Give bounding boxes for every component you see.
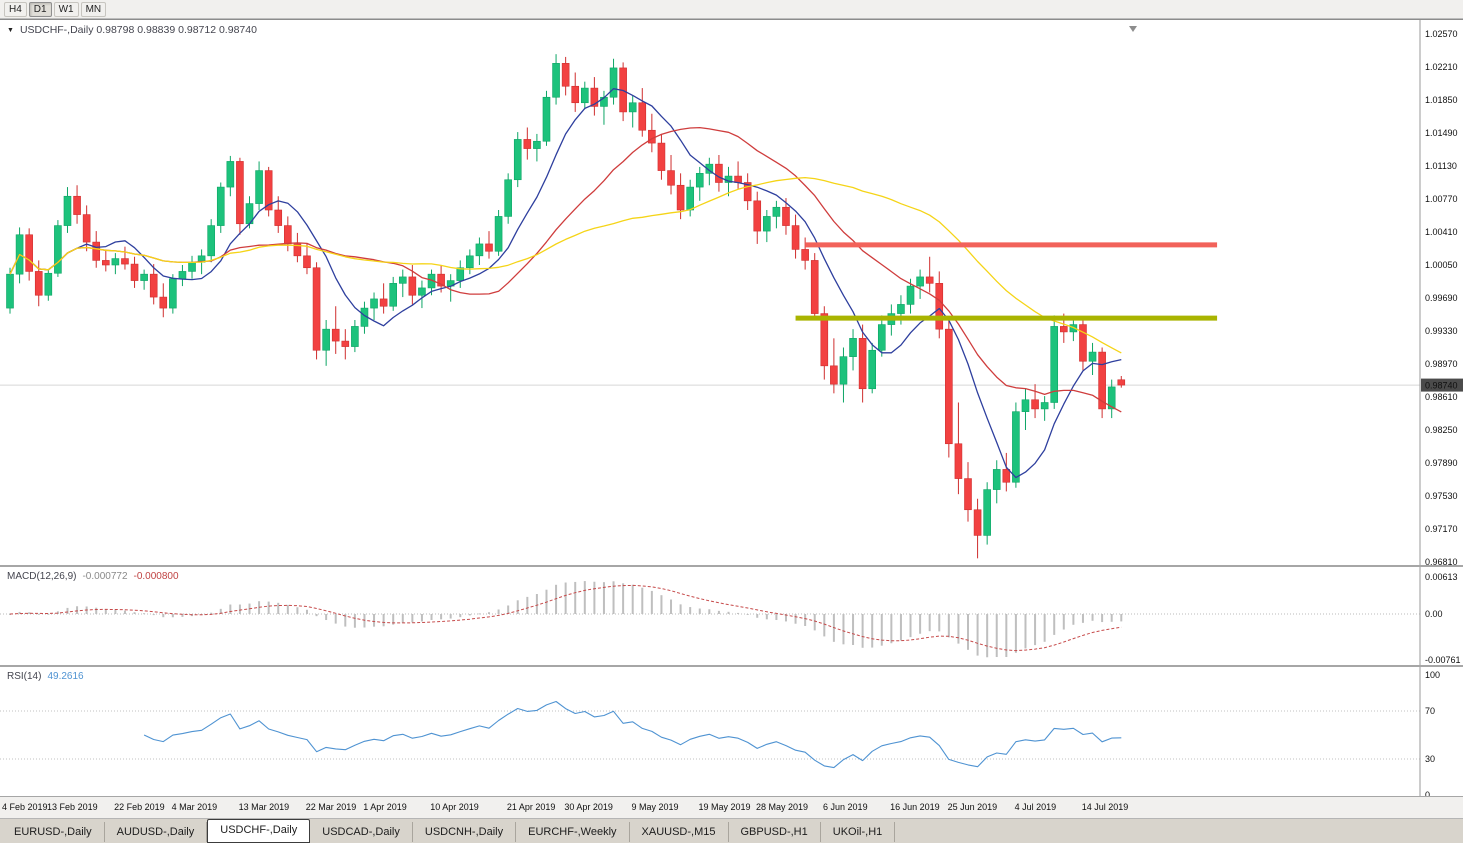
svg-text:0: 0 [1425,790,1430,796]
time-axis-label: 16 Jun 2019 [890,802,940,812]
svg-text:1.00410: 1.00410 [1425,227,1458,237]
svg-text:0.00: 0.00 [1425,609,1443,619]
svg-text:100: 100 [1425,670,1440,680]
timeframe-button-h4[interactable]: H4 [4,1,27,17]
time-axis-label: 9 May 2019 [631,802,679,812]
svg-text:0.00613: 0.00613 [1425,572,1458,582]
macd-indicator-window[interactable]: 0.00613 0.00 -0.00761 MACD(12,26,9) -0.000… [0,567,1463,667]
chart-shift-marker-icon[interactable] [1129,26,1137,32]
rsi-canvas[interactable]: 100 70 30 0 [0,667,1463,796]
time-axis-label: 4 Feb 2019 [2,802,48,812]
time-axis-label: 22 Feb 2019 [114,802,165,812]
rsi-line [143,700,1122,769]
svg-text:0.99330: 0.99330 [1425,326,1458,336]
svg-text:1.01490: 1.01490 [1425,128,1458,138]
ma-line-40 [9,176,1122,354]
time-axis-label: 13 Mar 2019 [238,802,290,812]
macd-axis: 0.00613 0.00 -0.00761 [1419,567,1461,665]
svg-text:1.01130: 1.01130 [1425,161,1457,171]
svg-text:-0.00761: -0.00761 [1425,655,1461,665]
time-axis-label: 21 Apr 2019 [506,802,556,812]
time-axis-label: 13 Feb 2019 [47,802,98,812]
chart-tab-eurchf-weekly[interactable]: EURCHF-,Weekly [516,822,630,842]
timeframe-button-group: H4 D1 W1 MN [4,1,107,17]
time-axis-label: 14 Jul 2019 [1081,802,1129,812]
chart-tab-usdchf-daily[interactable]: USDCHF-,Daily [207,819,311,843]
time-axis-label: 4 Mar 2019 [171,802,218,812]
svg-text:0.98250: 0.98250 [1425,425,1458,435]
time-axis-label: 28 May 2019 [755,802,809,812]
svg-text:1.01850: 1.01850 [1425,95,1458,105]
time-axis-label: 30 Apr 2019 [564,802,613,812]
svg-text:0.97170: 0.97170 [1425,524,1458,534]
time-axis-label: 10 Apr 2019 [430,802,479,812]
rsi-indicator-window[interactable]: 100 70 30 0 RSI(14) 49.2616 [0,667,1463,797]
timeframe-button-mn[interactable]: MN [80,1,107,17]
price-axis: 1.02570 1.02210 1.01850 1.01490 1.01130 1.007… [1419,20,1458,565]
svg-text:0.97530: 0.97530 [1425,491,1458,501]
timeframe-button-w1[interactable]: W1 [53,1,79,17]
main-chart-canvas[interactable]: 1.02570 1.02210 1.01850 1.01490 1.01130 1.007… [0,20,1463,565]
chart-tab-xauusd-m15[interactable]: XAUUSD-,M15 [630,822,729,842]
svg-text:0.99690: 0.99690 [1425,293,1458,303]
candlesticks [6,54,1126,559]
svg-text:0.98970: 0.98970 [1425,359,1458,369]
timeframe-toolbar: H4 D1 W1 MN [0,0,1463,19]
svg-text:0.96810: 0.96810 [1425,557,1458,565]
ma-line-8 [9,88,1122,479]
chart-tab-audusd-daily[interactable]: AUDUSD-,Daily [105,822,208,842]
svg-text:1.00050: 1.00050 [1425,260,1458,270]
macd-canvas[interactable]: 0.00613 0.00 -0.00761 [0,567,1463,665]
svg-text:30: 30 [1425,754,1435,764]
svg-text:70: 70 [1425,706,1435,716]
svg-text:1.02570: 1.02570 [1425,29,1458,39]
current-price-badge: 0.98740 [1421,378,1463,392]
svg-text:0.98740: 0.98740 [1425,381,1458,391]
chart-tab-gbpusd-h1[interactable]: GBPUSD-,H1 [729,822,821,842]
timeframe-button-d1[interactable]: D1 [28,1,52,17]
svg-text:0.97890: 0.97890 [1425,458,1458,468]
time-axis-label: 19 May 2019 [698,802,751,812]
chart-tab-eurusd-daily[interactable]: EURUSD-,Daily [2,822,105,842]
main-chart-window[interactable]: 1.02570 1.02210 1.01850 1.01490 1.01130 1.007… [0,19,1463,567]
svg-text:1.00770: 1.00770 [1425,194,1458,204]
svg-text:1.02210: 1.02210 [1425,62,1458,72]
macd-histogram [9,581,1123,658]
time-axis-label: 1 Apr 2019 [363,802,407,812]
time-axis-label: 22 Mar 2019 [305,802,357,812]
time-axis[interactable]: 4 Feb 2019 13 Feb 2019 22 Feb 2019 4 Mar 20… [0,797,1463,819]
chart-tab-usdcnh-daily[interactable]: USDCNH-,Daily [413,822,517,842]
macd-signal-line [9,584,1122,652]
time-axis-label: 25 Jun 2019 [947,802,998,812]
rsi-axis: 100 70 30 0 [1419,667,1440,796]
chart-tab-bar: EURUSD-,Daily AUDUSD-,Daily USDCHF-,Daily U… [0,819,1463,843]
svg-text:0.98610: 0.98610 [1425,392,1458,402]
chart-tab-ukoil-h1[interactable]: UKOil-,H1 [821,822,896,842]
time-axis-label: 6 Jun 2019 [823,802,868,812]
ma-line-20 [9,126,1122,413]
time-axis-label: 4 Jul 2019 [1014,802,1057,812]
chart-tab-usdcad-daily[interactable]: USDCAD-,Daily [310,822,413,842]
